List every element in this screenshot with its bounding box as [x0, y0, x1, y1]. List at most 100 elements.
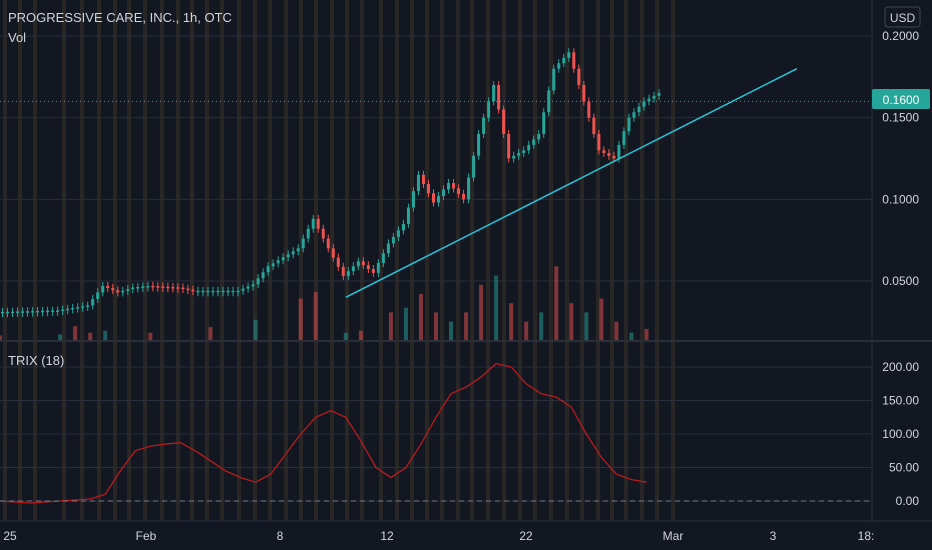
- candle-body: [416, 174, 420, 192]
- candle-body: [351, 266, 355, 272]
- session-band: [580, 0, 584, 520]
- candle-body: [311, 218, 315, 229]
- session-band: [314, 0, 318, 520]
- session-band: [3, 0, 7, 520]
- time-axis-tick-label: 12: [380, 529, 394, 543]
- candle-body: [306, 228, 310, 239]
- price-axis-tick-label: 0.1000: [882, 192, 919, 206]
- candle-body: [652, 95, 656, 99]
- candle-body: [181, 287, 185, 290]
- candle-body: [431, 193, 435, 203]
- session-band: [565, 0, 569, 520]
- candle-body: [81, 306, 85, 308]
- candle-body: [301, 238, 305, 249]
- session-band: [205, 0, 209, 520]
- candle-body: [462, 193, 466, 200]
- trix-axis-tick-label: 150.00: [882, 394, 919, 408]
- candle-body: [532, 139, 536, 145]
- price-candles: [1, 48, 661, 318]
- candle-body: [86, 305, 90, 307]
- candle-body: [331, 248, 335, 258]
- candle-body: [136, 286, 140, 289]
- candle-body: [437, 196, 441, 203]
- candle-body: [326, 238, 330, 249]
- time-axis-tick-label: 22: [519, 529, 533, 543]
- candle-body: [281, 257, 285, 261]
- session-band: [549, 0, 553, 520]
- session-bands: [3, 0, 675, 520]
- candle-body: [161, 286, 165, 288]
- candle-body: [457, 188, 461, 194]
- session-band: [410, 0, 414, 520]
- candle-body: [557, 63, 561, 69]
- candle-body: [361, 261, 365, 266]
- candle-body: [231, 290, 235, 293]
- candle-body: [201, 290, 205, 293]
- trix-label: TRIX (18): [8, 353, 64, 368]
- candle-body: [577, 68, 581, 85]
- candle-body: [191, 289, 195, 292]
- currency-badge[interactable]: [884, 6, 921, 28]
- volume-bar: [313, 292, 318, 340]
- candle-body: [386, 243, 390, 254]
- trix-axis-tick-label: 50.00: [889, 461, 919, 475]
- time-axis-tick-label: 18:: [858, 529, 875, 543]
- candle-body: [126, 289, 130, 291]
- session-band: [18, 0, 22, 520]
- session-band: [379, 0, 383, 520]
- candle-body: [116, 290, 120, 293]
- candle-body: [21, 311, 25, 313]
- candle-body: [587, 101, 591, 118]
- candle-body: [26, 311, 30, 313]
- currency-label[interactable]: USD: [890, 11, 916, 25]
- candle-body: [452, 183, 456, 189]
- candle-body: [36, 310, 40, 313]
- session-band: [345, 0, 349, 520]
- candle-body: [527, 144, 531, 151]
- trix-line: [0, 362, 647, 504]
- session-band: [486, 0, 490, 520]
- volume-bar: [449, 321, 454, 340]
- volume-bar: [388, 312, 393, 340]
- volume-bar: [58, 334, 63, 340]
- candle-body: [286, 254, 290, 258]
- price-axis-tick-label: 0.1500: [882, 111, 919, 125]
- trix-axis-tick-label: 200.00: [882, 360, 919, 374]
- session-band: [284, 0, 288, 520]
- candle-body: [61, 309, 65, 312]
- volume-bar: [434, 312, 438, 340]
- volume-bar: [358, 330, 363, 340]
- session-band: [160, 0, 164, 520]
- candle-body: [56, 310, 60, 312]
- volume-bar: [88, 332, 93, 340]
- session-band: [127, 0, 131, 520]
- session-band: [610, 0, 614, 520]
- candle-body: [396, 230, 400, 237]
- price-axis-tick-label: 0.0500: [882, 274, 919, 288]
- volume-bar: [148, 332, 153, 340]
- candle-body: [411, 191, 415, 208]
- volume-bar: [298, 298, 303, 340]
- candle-body: [376, 263, 380, 273]
- candle-body: [166, 286, 170, 289]
- volume-bar: [569, 303, 574, 340]
- candle-body: [296, 248, 300, 252]
- candle-body: [487, 101, 491, 118]
- candle-body: [537, 134, 541, 140]
- candle-body: [381, 253, 385, 264]
- candle-body: [502, 109, 506, 134]
- volume-bars: [0, 266, 649, 340]
- candle-body: [467, 177, 471, 200]
- candle-body: [341, 266, 345, 277]
- volume-bar: [343, 332, 348, 340]
- session-band: [425, 0, 429, 520]
- candle-body: [266, 266, 270, 273]
- candle-body: [211, 290, 215, 293]
- candle-body: [366, 265, 370, 270]
- session-band: [113, 0, 117, 520]
- trendline[interactable]: [345, 67, 798, 299]
- current-price-badge: [872, 89, 930, 109]
- candle-body: [512, 155, 516, 159]
- volume-bar: [403, 307, 408, 340]
